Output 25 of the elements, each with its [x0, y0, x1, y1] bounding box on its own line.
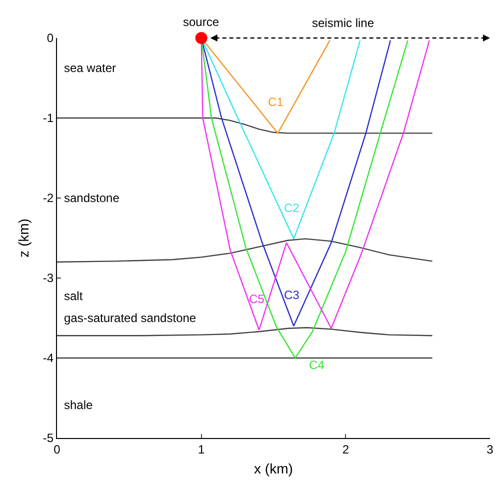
- y-tick-label: 0: [46, 31, 54, 46]
- y-tick-label: -3: [42, 271, 54, 286]
- annotation: source: [183, 15, 220, 29]
- text: seismic line: [312, 16, 374, 30]
- annotation: shale: [64, 398, 94, 412]
- y-tick-label: -2: [42, 191, 54, 206]
- annotation: sea water: [64, 61, 116, 75]
- y-axis-title: z (km): [16, 218, 32, 258]
- y-tick-label: -1: [42, 111, 54, 126]
- line-series: [57, 238, 433, 263]
- x-tick-label: 1: [198, 442, 205, 456]
- series-label: C2: [284, 201, 300, 215]
- x-axis-title: x (km): [254, 460, 293, 477]
- y-tick-label: -4: [42, 351, 54, 366]
- series-label: C3: [284, 288, 300, 302]
- series-label: C4: [309, 358, 325, 372]
- annotation: gas-saturated sandstone: [64, 311, 196, 325]
- annotation: salt: [64, 289, 84, 303]
- series-label: C5: [249, 292, 265, 306]
- y-tick-label: -5: [42, 431, 54, 446]
- annotation: sandstone: [64, 191, 120, 205]
- x-tick-label: 2: [342, 442, 350, 456]
- line-series: [57, 327, 433, 336]
- x-tick-label: 3: [486, 442, 494, 456]
- series-label: C1: [268, 95, 284, 109]
